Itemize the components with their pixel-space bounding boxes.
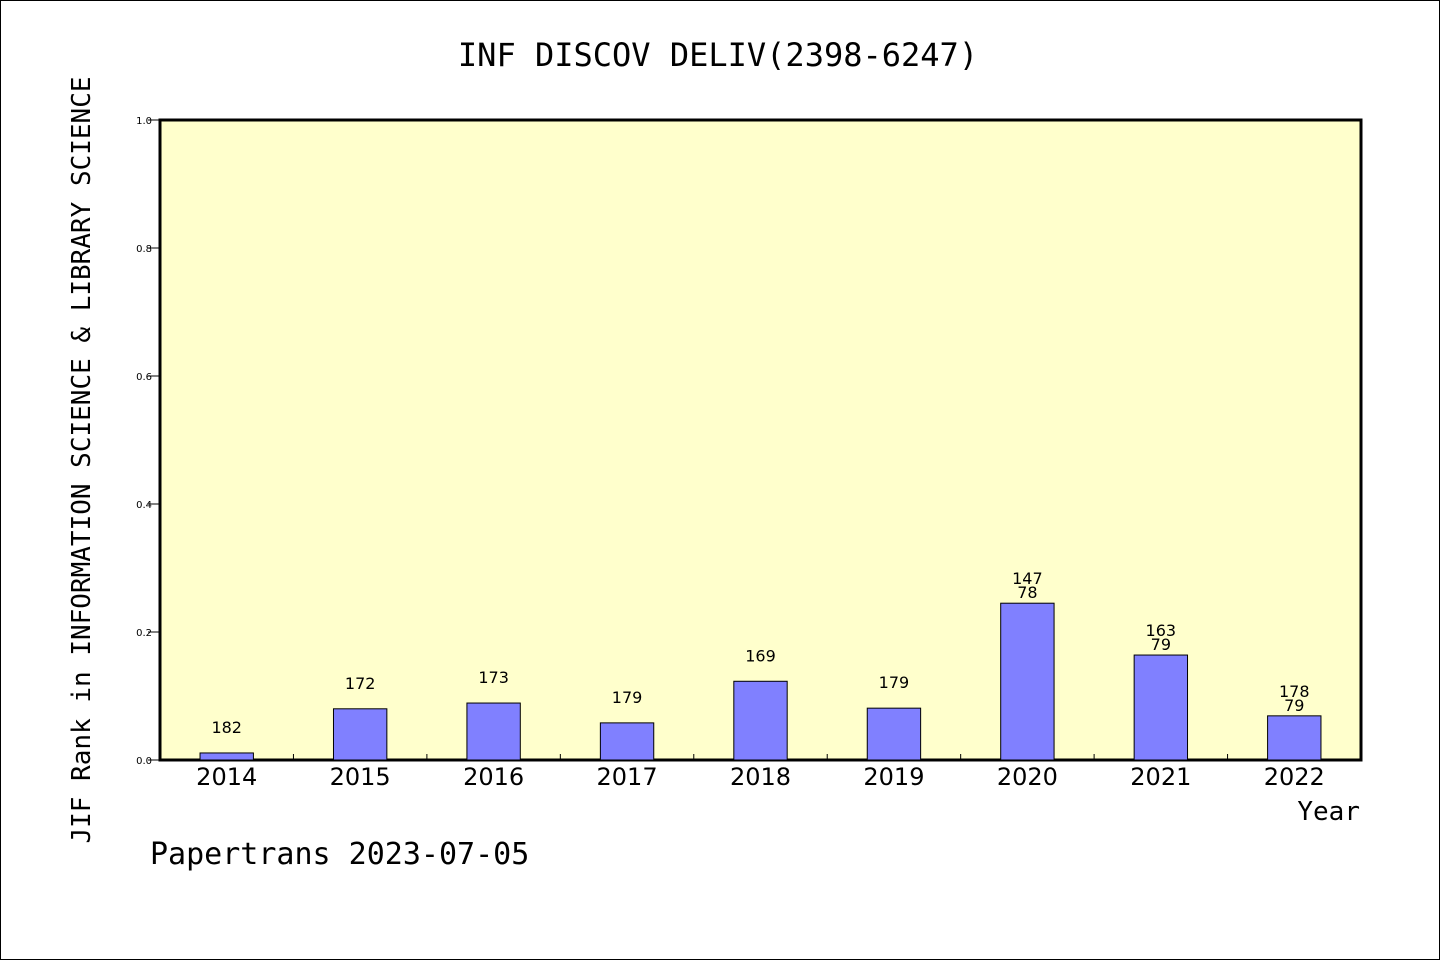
plot-area bbox=[158, 118, 1363, 762]
x-tick-label: 2017 bbox=[597, 763, 658, 791]
data-label: 78 bbox=[1017, 583, 1037, 602]
data-label: 147 bbox=[1012, 569, 1043, 588]
bar-2017 bbox=[599, 722, 655, 761]
y-tick-label: 0.6 bbox=[136, 372, 152, 383]
x-tick-label: 2018 bbox=[730, 763, 791, 791]
data-label: 179 bbox=[879, 673, 910, 692]
data-label: 178 bbox=[1279, 682, 1310, 701]
y-tick-label: 0.8 bbox=[136, 244, 152, 255]
x-tick-label: 2015 bbox=[330, 763, 391, 791]
data-label: 182 bbox=[211, 718, 242, 737]
data-label: 172 bbox=[345, 674, 376, 693]
bar-2016 bbox=[466, 702, 521, 761]
data-label: 79 bbox=[1151, 635, 1171, 654]
x-axis: 2014 2015 2016 2017 2018 2019 2020 2021 2022 bbox=[196, 754, 1325, 791]
bar-2021 bbox=[1133, 654, 1189, 761]
y-axis-label: JIF Rank in INFORMATION SCIENCE & LIBRAR… bbox=[67, 76, 97, 843]
y-tick-label: 0.2 bbox=[136, 628, 152, 639]
y-axis: 0.0 0.2 0.4 0.6 0.8 1.0 bbox=[136, 116, 160, 767]
x-tick-label: 2020 bbox=[997, 763, 1058, 791]
x-tick-label: 2016 bbox=[463, 763, 524, 791]
bar-2015 bbox=[332, 708, 388, 761]
data-label: 179 bbox=[612, 688, 643, 707]
x-axis-label: Year bbox=[1297, 797, 1360, 827]
bar-2022 bbox=[1267, 715, 1322, 761]
data-label: 163 bbox=[1146, 621, 1177, 640]
bar-2014 bbox=[199, 752, 254, 761]
bar-2019 bbox=[866, 707, 922, 761]
x-tick-label: 2021 bbox=[1130, 763, 1191, 791]
y-tick-label: 1.0 bbox=[136, 116, 152, 127]
x-tick-label: 2019 bbox=[863, 763, 924, 791]
data-label: 169 bbox=[745, 646, 776, 665]
y-tick-label: 0.4 bbox=[136, 500, 152, 511]
data-label: 79 bbox=[1284, 696, 1304, 715]
x-tick-label: 2014 bbox=[196, 763, 257, 791]
bar-2018 bbox=[733, 680, 788, 761]
y-tick-label: 0.0 bbox=[136, 756, 152, 767]
chart-title: INF DISCOV DELIV(2398-6247) bbox=[458, 36, 978, 74]
x-tick-label: 2022 bbox=[1264, 763, 1325, 791]
credit-text: Papertrans 2023-07-05 bbox=[150, 837, 529, 872]
data-label: 173 bbox=[478, 668, 509, 687]
bar-series bbox=[199, 602, 1322, 761]
bar-2020 bbox=[1000, 602, 1055, 761]
